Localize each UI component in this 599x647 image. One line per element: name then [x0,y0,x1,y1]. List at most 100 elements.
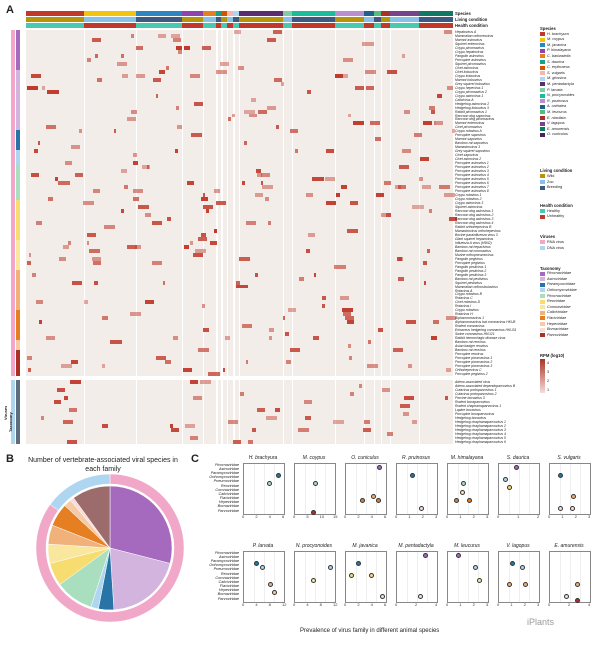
dotplot-tick: 0 [242,514,245,519]
dotplot-tick: 4 [268,514,271,519]
heatmap-cell [31,73,41,78]
heatmap-cell [127,117,137,122]
heatmap-row-label: Rabbit hemorrhagic disease virus [455,336,506,341]
heatmap-cell [265,416,278,420]
living-segment [216,17,222,22]
heatmap-cell [363,420,370,424]
heatmap-row-label: Grey squirrel sapovirus [455,149,490,154]
heatmap-cell [101,424,108,428]
heatmap-cell [341,308,353,313]
dotplot-point [522,581,528,587]
dotplot [498,551,540,603]
taxonomy-block [16,200,20,240]
column-separator [380,30,383,376]
heatmap-cell [223,368,226,372]
legend-label: S. daurica [547,59,565,64]
heatmap-cell [32,272,36,277]
heatmap-row-label: Squirrel picornavirus [455,61,486,66]
dotplot-tick: 1 [517,514,520,519]
dotplot-tick: 2 [472,602,475,607]
dotplot-tick: 0 [548,602,551,607]
species-segment [291,11,335,16]
legend-label: S. vulgaris [547,70,565,75]
heatmap-cell [219,61,230,66]
dotplot-tick: 2 [568,602,571,607]
pie-slice [35,473,185,623]
dotplot-tick: 1 [510,602,513,607]
heatmap-cell [121,73,129,78]
heatmap-row-label: Raccoon dog sapovirus [455,113,491,118]
dotplot-tick: 1 [459,602,462,607]
heatmap-cell [91,37,101,42]
legend-label: N. procyonoides [547,93,575,98]
dotplot-title: M. pentadactyla [398,543,434,549]
family-label: Parvoviridae [217,508,239,513]
heatmap-cell [120,53,125,58]
dotplot-point [419,506,425,512]
dna-taxonomy-block [16,380,20,444]
dotplot-point [356,560,362,566]
dotplot-tick: 12 [282,602,287,607]
heatmap-cell [412,420,418,424]
heatmap-cell [446,316,456,321]
column-separator [363,30,365,376]
heatmap-cell [135,45,143,50]
species-segment [238,11,284,16]
family-label: Flaviviridae [219,496,239,501]
dotplot [243,551,285,603]
rpm-tick: 4 [547,360,550,365]
heatmap-row-label: Erinaceus hedgehog coronavirus HKU31 [455,328,517,333]
heatmap-cell [412,204,424,209]
dotplot-tick: 0 [293,602,296,607]
heatmap-row-label: Marmot astrovirus [455,37,483,42]
heatmap-row-labels: Hepatovirus A Mammalian orthoreovirus Marm… [455,30,535,376]
dotplot [294,463,336,516]
heatmap-row-label: Murine orthopneumovirus [455,252,494,257]
heatmap-cell [68,240,72,245]
column-separator [418,30,420,376]
living-segment [374,17,381,22]
dotplot-point [570,493,576,499]
dna-block [11,380,15,444]
legend-swatch [540,240,545,245]
heatmap-cell [189,436,198,440]
dotplot-point [506,581,512,587]
family-label: Picornaviridae [214,550,239,555]
heatmap-cell [176,45,182,50]
legend-label: Picornaviridae [547,293,572,298]
rpm-tick: 2 [547,378,550,383]
heatmap-row-label: Pangolin pestivirus 1 [455,264,487,269]
heatmap-row-label: Hedgehog chaphamaparvovirus 3 [455,428,506,432]
heatmap-cell [245,360,248,365]
heatmap-row-label: Bamboo rat coronavirus [455,248,491,253]
legend-swatch [540,65,545,70]
heatmap-row-label: Squirrel pestivirus [455,280,482,285]
dotplot-tick: 3 [588,514,591,519]
rpm-tick: 3 [547,369,550,374]
heatmap-cell [184,424,195,428]
dotplot-point [360,497,366,503]
legend-swatch [540,277,545,282]
species-segment [363,11,375,16]
living-segment [334,17,364,22]
heatmap-row-label: Rotavirus I [455,304,472,309]
heatmap-cell [246,220,256,225]
heatmap-cell [369,121,380,126]
health-segment [221,23,227,28]
dotplot-tick: 2 [357,602,360,607]
legend-swatch [540,93,545,98]
heatmap-cell [170,424,174,428]
heatmap-cell [305,248,310,253]
family-label: Picornaviridae [214,462,239,467]
heatmap-row-label: Raccoon dog astrovirus 4 [455,220,494,225]
legend-swatch [540,76,545,81]
family-label: Paramyxoviridae [210,471,239,476]
heatmap-row-label: Pangolin pegivirus [455,256,483,261]
dotplot-tick: 0 [497,602,500,607]
heatmap-cell [214,228,218,233]
dotplot [498,463,540,515]
heatmap-cell [70,360,78,365]
heatmap-cell [239,256,251,261]
heatmap-cell [155,356,167,361]
legend-swatch [540,271,545,276]
